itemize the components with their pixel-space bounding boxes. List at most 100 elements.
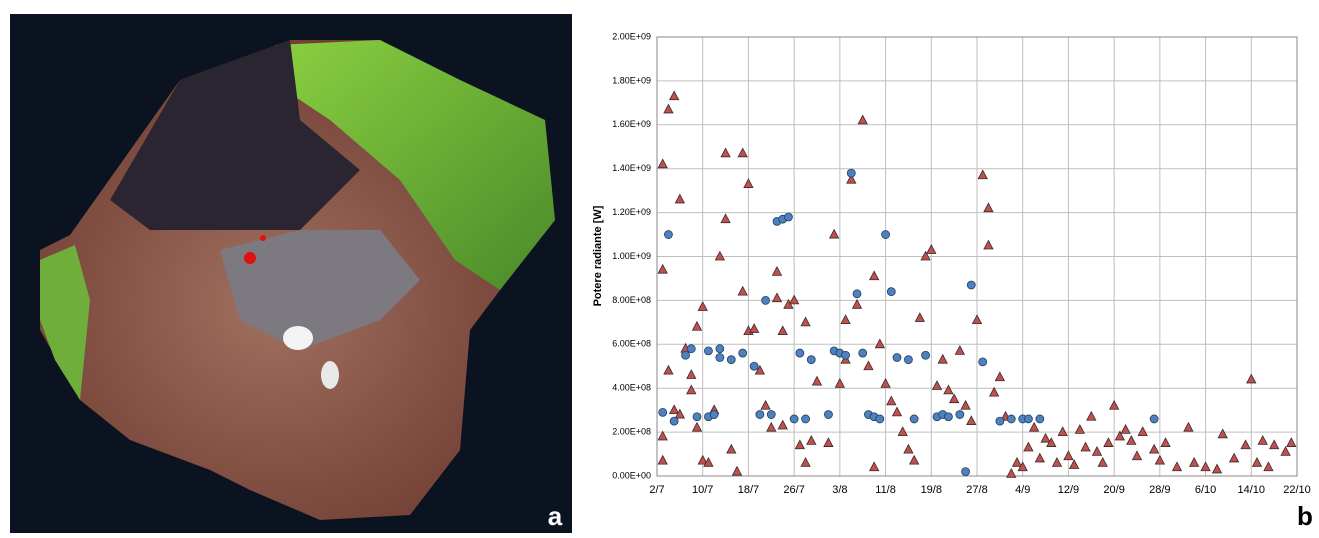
triangle-point <box>1097 456 1108 467</box>
circle-point <box>789 414 799 424</box>
triangle-point <box>800 456 811 467</box>
y-tick-label: 8.00E+08 <box>612 295 651 305</box>
triangle-point <box>943 384 954 395</box>
circle-point <box>664 230 673 239</box>
triangle-point <box>720 147 731 158</box>
circle-point <box>1035 414 1045 424</box>
triangle-point <box>1114 430 1126 441</box>
triangle-point <box>914 312 926 322</box>
triangle-point <box>686 384 697 395</box>
triangle-point <box>1286 437 1297 447</box>
plume <box>321 361 339 389</box>
triangle-point <box>748 323 760 333</box>
triangle-point <box>834 377 846 388</box>
triangle-point <box>1034 452 1046 463</box>
y-tick-label: 1.20E+09 <box>612 207 651 217</box>
circle-point <box>726 355 736 365</box>
circle-point <box>858 348 868 358</box>
triangle-point <box>1091 446 1103 456</box>
triangle-point <box>1257 435 1268 445</box>
triangle-point <box>851 298 863 309</box>
triangle-point <box>908 454 920 465</box>
triangle-point <box>1171 461 1183 472</box>
circle-point <box>966 280 976 290</box>
triangle-point <box>1200 461 1211 472</box>
triangle-point <box>1023 441 1034 452</box>
triangle-point <box>828 228 840 239</box>
circle-point <box>704 346 713 356</box>
triangle-point <box>994 371 1006 382</box>
triangle-point <box>971 314 983 325</box>
triangle-point <box>1017 461 1028 472</box>
x-tick-label: 28/9 <box>1149 484 1170 496</box>
triangle-point <box>754 364 766 375</box>
y-tick-label: 1.60E+09 <box>612 119 651 129</box>
x-tick-label: 3/8 <box>832 484 847 496</box>
y-tick-label: 2.00E+08 <box>612 426 651 436</box>
triangle-point <box>668 404 680 415</box>
circle-point <box>766 410 776 419</box>
triangle-point <box>1108 399 1120 410</box>
triangle-point <box>840 314 851 325</box>
triangle-point <box>1040 432 1051 443</box>
triangle-point <box>823 437 834 447</box>
plume <box>283 326 313 350</box>
circle-point <box>995 416 1005 426</box>
triangle-point <box>880 377 891 388</box>
triangle-point <box>857 114 868 125</box>
triangle-point <box>1028 421 1040 432</box>
triangle-point <box>1103 437 1114 447</box>
panel-label: b <box>1297 501 1313 531</box>
circle-point <box>784 212 793 222</box>
circle-point <box>881 230 890 239</box>
circle-point <box>904 355 913 365</box>
triangle-point <box>766 421 777 432</box>
triangle-point <box>691 320 703 331</box>
x-tick-label: 20/9 <box>1103 484 1124 496</box>
triangle-point <box>1280 446 1291 456</box>
triangle-point <box>1246 373 1257 384</box>
triangle-point <box>794 439 806 450</box>
x-tick-label: 18/7 <box>738 484 759 496</box>
triangle-point <box>691 421 703 432</box>
triangle-point <box>1057 426 1068 437</box>
triangle-point <box>988 386 1000 397</box>
circle-point <box>921 350 930 360</box>
triangle-point <box>668 90 680 101</box>
crater <box>220 230 420 350</box>
triangle-point <box>1126 435 1137 445</box>
triangle-point <box>663 103 674 114</box>
triangle-point <box>937 353 948 364</box>
triangle-point <box>657 263 668 274</box>
circle-point <box>761 295 770 305</box>
triangle-point <box>1137 426 1148 437</box>
circle-point <box>909 414 919 424</box>
triangle-point <box>674 193 686 204</box>
triangle-point <box>1263 461 1274 472</box>
triangle-point <box>731 465 743 476</box>
active-vent <box>244 252 256 264</box>
plot-border <box>656 36 1298 477</box>
triangle-point <box>663 364 674 375</box>
circle-point <box>738 348 748 358</box>
triangle-point <box>697 301 708 311</box>
circle-point <box>875 414 885 424</box>
triangle-point <box>771 292 783 303</box>
triangle-point <box>771 266 783 276</box>
triangle-point <box>737 147 748 158</box>
y-tick-label: 1.40E+09 <box>612 163 651 173</box>
triangle-point <box>657 454 668 465</box>
triangle-point <box>737 285 748 296</box>
circle-point <box>841 350 850 360</box>
triangle-point <box>903 443 914 454</box>
circle-point <box>886 287 896 297</box>
circle-point <box>806 355 816 365</box>
circle-point <box>801 414 810 424</box>
triangle-point <box>743 178 754 188</box>
sciara <box>110 40 360 230</box>
circle-point <box>1149 414 1159 424</box>
triangle-point <box>674 408 686 419</box>
circle-point <box>944 412 953 422</box>
triangle-point <box>954 345 966 355</box>
triangle-point <box>874 338 886 349</box>
